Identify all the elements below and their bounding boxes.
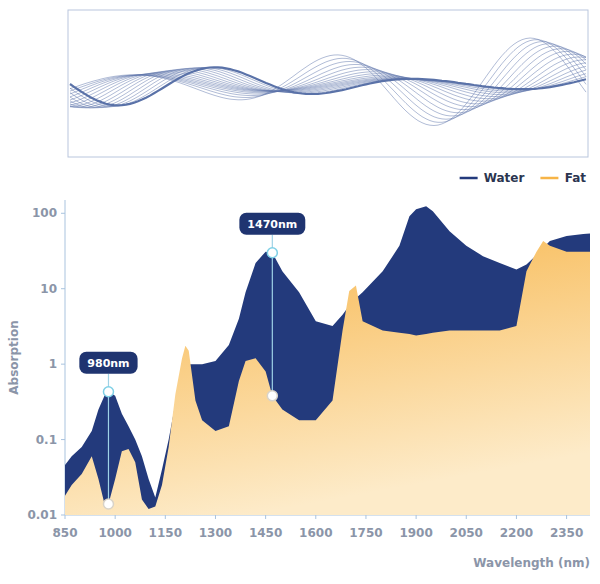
y-tick-label: 0.1 xyxy=(36,433,57,447)
x-tick xyxy=(566,515,567,519)
x-tick-label: 850 xyxy=(52,526,77,540)
area-water xyxy=(65,206,590,515)
annotation-line xyxy=(272,235,273,396)
x-tick xyxy=(466,515,467,519)
x-tick xyxy=(265,515,266,519)
wave-line xyxy=(70,66,586,108)
x-tick-label: 2050 xyxy=(450,526,483,540)
x-tick-label: 2200 xyxy=(500,526,533,540)
annotation-pill xyxy=(239,213,305,235)
wave-line xyxy=(70,42,586,120)
plot-area xyxy=(65,206,590,515)
x-tick xyxy=(165,515,166,519)
x-tick xyxy=(365,515,366,519)
legend: Fat Water xyxy=(460,171,587,185)
y-tick-label: 10 xyxy=(40,282,57,296)
y-tick xyxy=(61,515,65,516)
wave-decoration xyxy=(70,38,586,126)
wave-panel xyxy=(68,10,588,157)
x-tick xyxy=(215,515,216,519)
y-tick-label: 0.01 xyxy=(27,508,57,522)
annotation-label: 980nm xyxy=(87,357,129,370)
annotation-pill xyxy=(79,352,137,374)
wave-line xyxy=(70,54,586,106)
annotation-point xyxy=(267,248,277,258)
x-tick-label: 1000 xyxy=(98,526,131,540)
annotation-point xyxy=(267,391,277,401)
y-tick xyxy=(61,364,65,365)
wave-line xyxy=(70,40,586,123)
wave-line xyxy=(70,38,586,126)
annotation-label: 1470nm xyxy=(247,218,297,231)
chart: 850 1000 1150 1300 1450 1600 1750 1900 2050 2200 2… xyxy=(0,0,600,584)
x-tick-label: 1750 xyxy=(349,526,382,540)
x-tick xyxy=(65,515,66,519)
y-tick-label: 1 xyxy=(49,357,57,371)
legend-swatch xyxy=(540,177,558,180)
annotation-point xyxy=(103,387,113,397)
annotation-point xyxy=(103,499,113,509)
x-tick-label: 1450 xyxy=(249,526,282,540)
y-tick xyxy=(61,213,65,214)
x-tick-label: 1300 xyxy=(199,526,232,540)
wave-line xyxy=(70,57,586,107)
x-tick-label: 1150 xyxy=(149,526,182,540)
x-tick xyxy=(315,515,316,519)
y-tick xyxy=(61,439,65,440)
legend-label: Water xyxy=(484,171,525,185)
wave-line xyxy=(70,49,586,110)
y-axis-title: Absorption xyxy=(7,320,21,394)
y-tick-label: 100 xyxy=(32,206,57,220)
x-axis-title: Wavelength (nm) xyxy=(473,556,590,570)
x-tick xyxy=(115,515,116,519)
area-fat xyxy=(65,241,590,515)
legend-swatch xyxy=(460,177,478,180)
x-tick xyxy=(416,515,417,519)
x-tick-label: 1600 xyxy=(299,526,332,540)
legend-label: Fat xyxy=(565,171,587,185)
x-tick xyxy=(516,515,517,519)
x-tick-label: 1900 xyxy=(399,526,432,540)
y-tick xyxy=(61,288,65,289)
wave-line xyxy=(70,44,586,116)
x-tick-label: 2350 xyxy=(550,526,583,540)
wave-line xyxy=(70,51,586,106)
